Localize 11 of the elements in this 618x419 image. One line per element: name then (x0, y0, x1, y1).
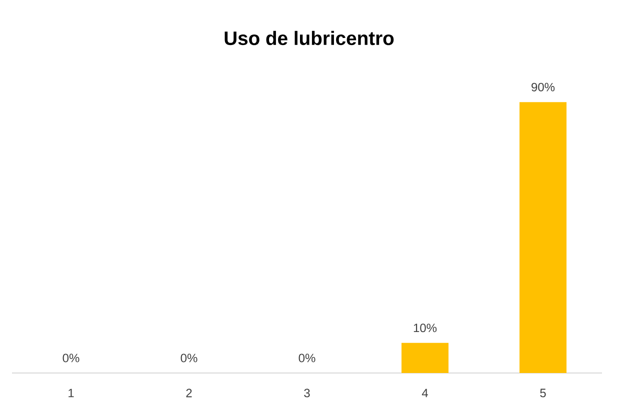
x-tick-label: 3 (304, 388, 310, 398)
data-label: 0% (180, 354, 198, 362)
x-tick-label: 4 (422, 388, 428, 398)
data-label: 10% (414, 324, 437, 332)
chart-title: Uso de lubricentro (224, 30, 394, 46)
data-label: 90% (532, 82, 555, 92)
x-tick-label: 1 (68, 388, 74, 398)
x-tick-label: 5 (540, 388, 546, 398)
x-tick-label: 2 (186, 388, 192, 398)
data-label: 0% (298, 354, 316, 362)
data-label: 0% (62, 354, 80, 362)
